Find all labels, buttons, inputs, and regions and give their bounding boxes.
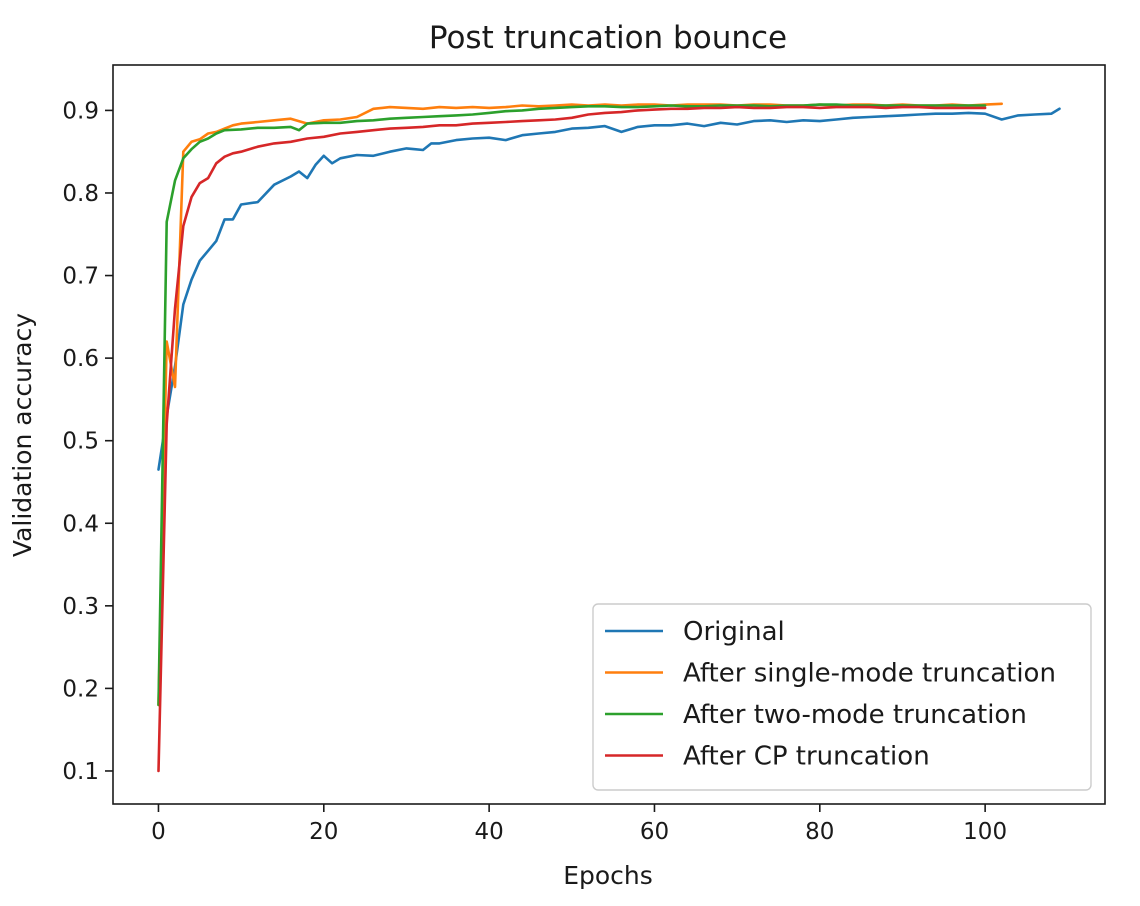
x-tick-label: 20 [309,819,338,845]
legend-label-4: After CP truncation [683,742,930,772]
x-tick-label: 60 [640,819,669,845]
y-tick-label: 0.1 [62,759,99,785]
axis-ticks: 0 20 40 60 80 100 0.1 0.2 0.3 0.4 0.5 0.6 0.7 0.8 0.9 [62,98,1007,845]
series-line-4 [157,105,987,773]
legend-label-1: Original [683,617,785,647]
legend-label-3: After two-mode truncation [683,700,1027,730]
plot-area [157,102,1061,773]
plot-frame [112,64,1106,805]
x-tick-label: 80 [805,819,834,845]
y-tick-label: 0.4 [62,511,99,537]
y-tick-label: 0.7 [62,264,99,290]
y-tick-label: 0.9 [62,98,99,124]
x-tick-label: 100 [963,819,1007,845]
chart-title: Post truncation bounce [429,20,787,56]
legend: Original After single-mode truncation Afte… [592,603,1092,791]
y-tick-label: 0.5 [62,429,99,455]
legend-label-2: After single-mode truncation [683,659,1056,689]
y-axis-label: Validation accuracy [8,313,37,557]
y-tick-label: 0.2 [62,676,99,702]
y-tick-label: 0.6 [62,346,99,372]
y-tick-label: 0.3 [62,594,99,620]
x-axis-label: Epochs [563,861,653,890]
series-line-1 [157,107,1061,471]
legend-box [592,603,1092,791]
x-tick-label: 0 [151,819,166,845]
x-tick-label: 40 [474,819,503,845]
y-tick-label: 0.8 [62,181,99,207]
series-line-3 [157,103,987,707]
